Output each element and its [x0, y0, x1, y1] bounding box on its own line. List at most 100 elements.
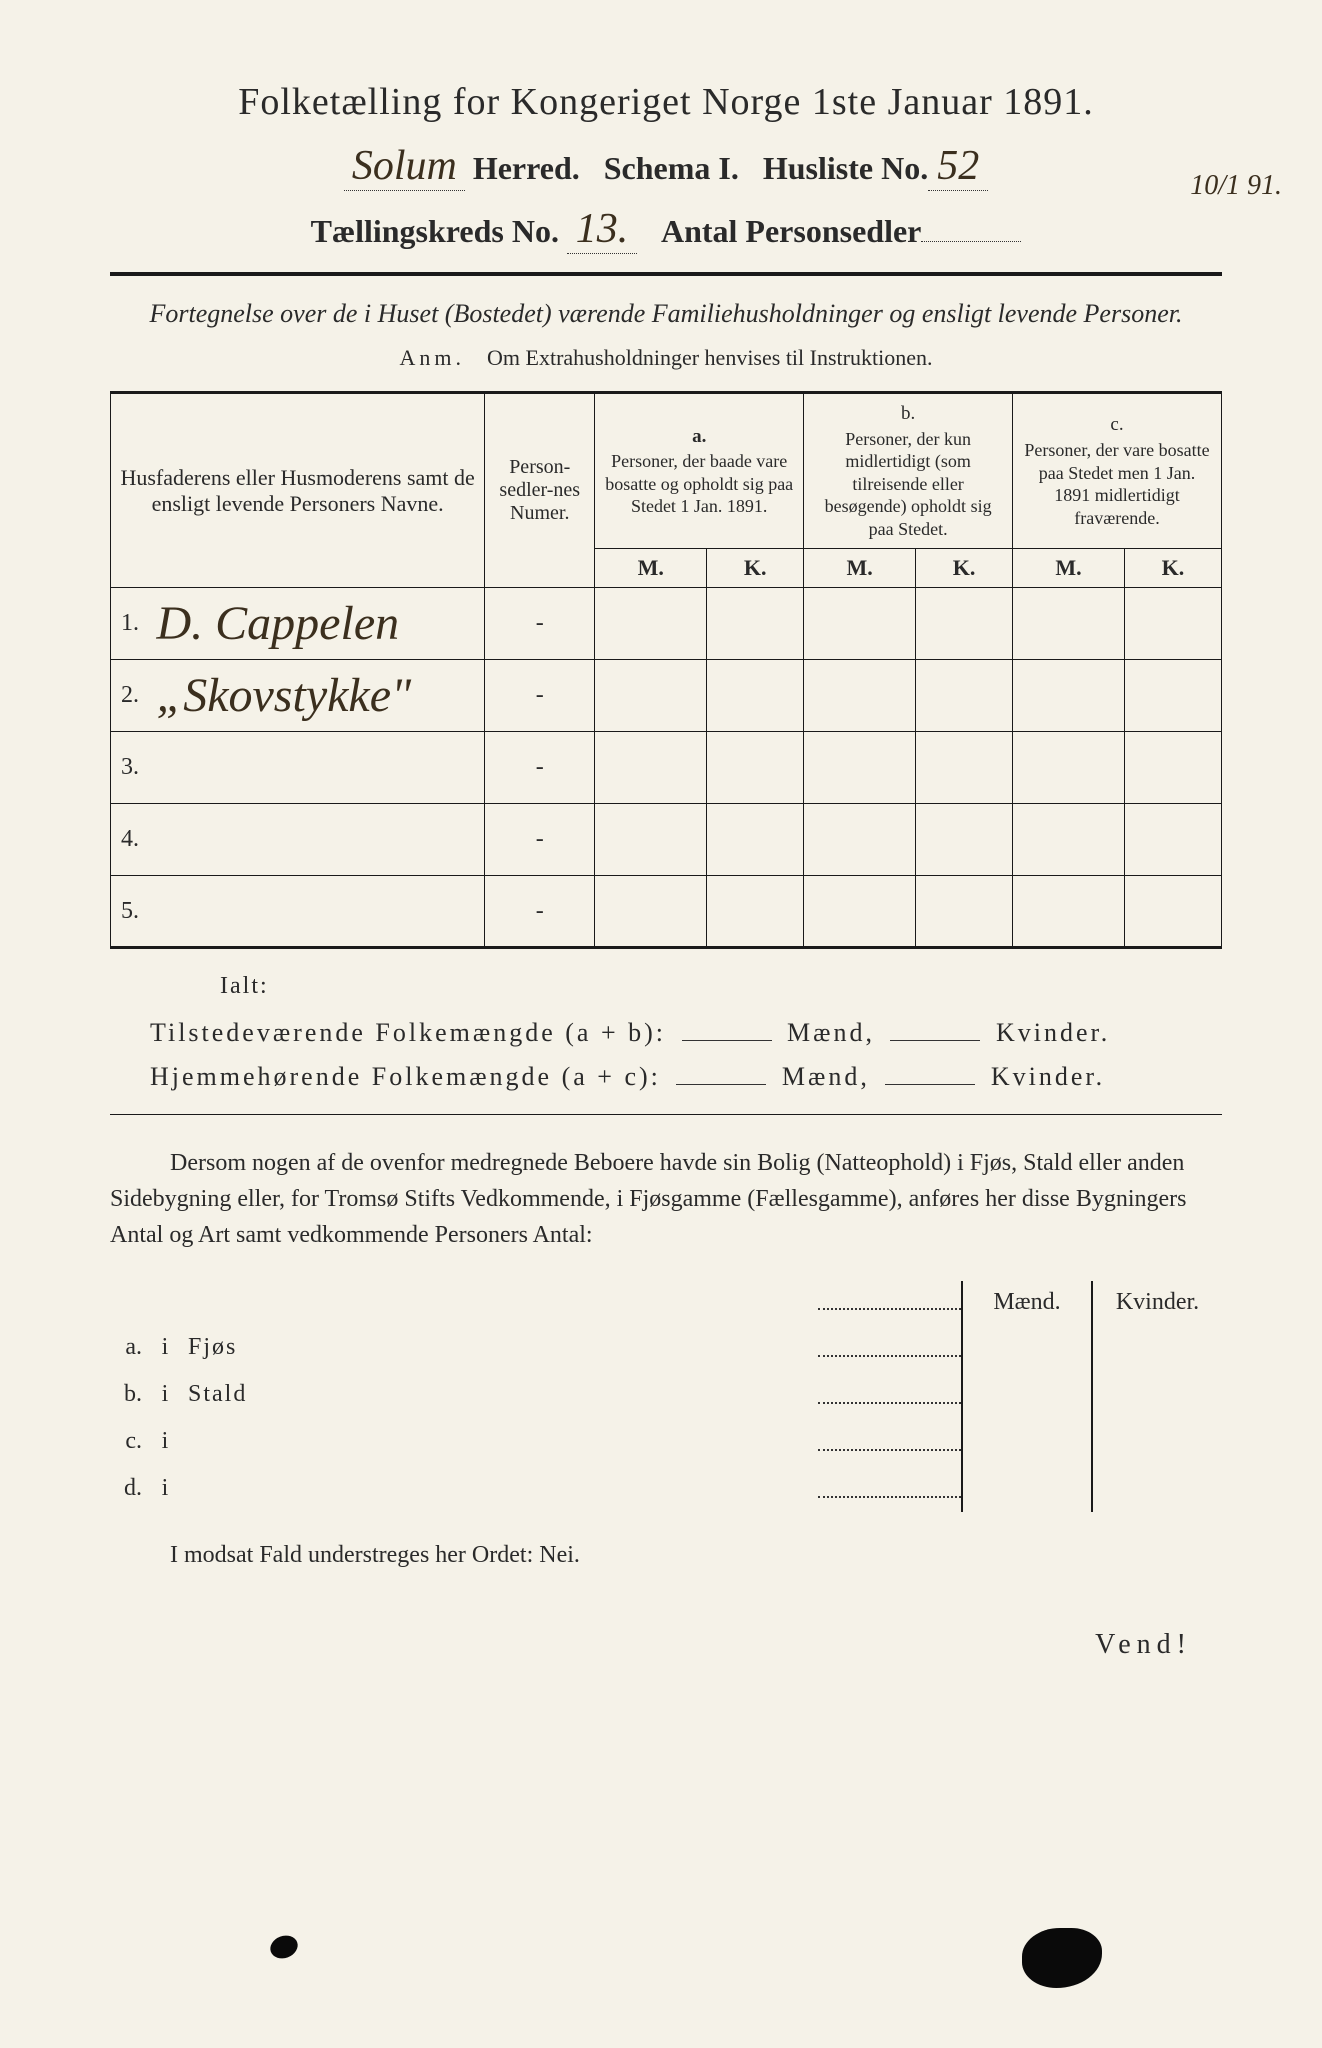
cell — [916, 588, 1013, 660]
outbuilding-row: d.i — [110, 1465, 1222, 1512]
col-a-m: M. — [595, 549, 707, 588]
cell — [1013, 804, 1125, 876]
kreds-label: Tællingskreds No. — [311, 213, 559, 250]
cell — [804, 876, 916, 948]
out-dots — [818, 1465, 962, 1512]
summary-resident: Hjemmehørende Folkemængde (a + c): Mænd,… — [150, 1062, 1222, 1092]
antal-label: Antal Personsedler — [661, 213, 921, 250]
out-i: i — [150, 1418, 180, 1465]
row-number: 3. — [111, 732, 151, 804]
row-name: „Skovstykke" — [151, 660, 485, 732]
ink-blot — [267, 1932, 301, 1962]
outbuildings-table: Mænd. Kvinder. a.iFjøsb.iStaldc.id.i — [110, 1281, 1222, 1512]
row-name — [151, 732, 485, 804]
col-names: Husfaderens eller Husmoderens samt de en… — [111, 393, 485, 588]
margin-date-note: 10/1 91. — [1190, 170, 1282, 202]
cell — [1124, 804, 1221, 876]
out-col-kvinder: Kvinder. — [1092, 1281, 1222, 1324]
row-numer: - — [485, 588, 595, 660]
col-c-k: K. — [1124, 549, 1221, 588]
out-type — [180, 1418, 818, 1465]
ialt-label: Ialt: — [220, 973, 1222, 1000]
table-row: 5. - — [111, 876, 1222, 948]
out-maend — [962, 1465, 1092, 1512]
out-kvinder — [1092, 1371, 1222, 1418]
subtitle: Fortegnelse over de i Huset (Bostedet) v… — [110, 296, 1222, 331]
row-number: 5. — [111, 876, 151, 948]
out-kvinder — [1092, 1418, 1222, 1465]
col-group-c: c. Personer, der vare bosatte paa Stedet… — [1013, 393, 1222, 549]
herred-label: Herred. — [473, 150, 580, 187]
nei-line: I modsat Fald understreges her Ordet: Ne… — [110, 1542, 1222, 1569]
col-group-b: b. Personer, der kun midlertidigt (som t… — [804, 393, 1013, 549]
out-dots — [818, 1371, 962, 1418]
herred-name: Solum — [344, 142, 465, 191]
outbuilding-paragraph: Dersom nogen af de ovenfor medregnede Be… — [110, 1145, 1222, 1253]
out-i: i — [150, 1465, 180, 1512]
cell — [1124, 732, 1221, 804]
cell — [804, 588, 916, 660]
col-group-a: a. Personer, der baade vare bosatte og o… — [595, 393, 804, 549]
cell — [595, 732, 707, 804]
col-c-m: M. — [1013, 549, 1125, 588]
cell — [707, 876, 804, 948]
cell — [595, 804, 707, 876]
document-title: Folketælling for Kongeriget Norge 1ste J… — [110, 80, 1222, 124]
cell — [595, 588, 707, 660]
out-i: i — [150, 1371, 180, 1418]
table-row: 4. - — [111, 804, 1222, 876]
col-b-k: K. — [916, 549, 1013, 588]
out-dots — [818, 1418, 962, 1465]
table-row: 3. - — [111, 732, 1222, 804]
row-name — [151, 876, 485, 948]
row-number: 2. — [111, 660, 151, 732]
cell — [1124, 660, 1221, 732]
cell — [707, 804, 804, 876]
rule-thick — [110, 272, 1222, 276]
anm-line: Anm. Om Extrahusholdninger henvises til … — [110, 345, 1222, 371]
antal-blank — [921, 220, 1021, 242]
col-a-k: K. — [707, 549, 804, 588]
cell — [916, 876, 1013, 948]
cell — [1013, 732, 1125, 804]
row-numer: - — [485, 876, 595, 948]
anm-text: Om Extrahusholdninger henvises til Instr… — [487, 345, 932, 370]
table-row: 1.D. Cappelen- — [111, 588, 1222, 660]
header-row-2: Tællingskreds No. 13. Antal Personsedler — [110, 205, 1222, 254]
cell — [916, 732, 1013, 804]
outbuilding-row: a.iFjøs — [110, 1324, 1222, 1371]
out-i: i — [150, 1324, 180, 1371]
vend-label: Vend! — [110, 1629, 1222, 1661]
summary-present: Tilstedeværende Folkemængde (a + b): Mæn… — [150, 1018, 1222, 1048]
row-number: 4. — [111, 804, 151, 876]
row-numer: - — [485, 732, 595, 804]
cell — [595, 876, 707, 948]
row-name — [151, 804, 485, 876]
out-label: d. — [110, 1465, 150, 1512]
out-dots — [818, 1324, 962, 1371]
out-col-maend: Mænd. — [962, 1281, 1092, 1324]
cell — [707, 660, 804, 732]
cell — [916, 804, 1013, 876]
rule-thin — [110, 1114, 1222, 1115]
row-numer: - — [485, 804, 595, 876]
husliste-label: Husliste No. — [763, 150, 928, 187]
row-number: 1. — [111, 588, 151, 660]
table-row: 2.„Skovstykke"- — [111, 660, 1222, 732]
out-type: Stald — [180, 1371, 818, 1418]
out-label: b. — [110, 1371, 150, 1418]
row-numer: - — [485, 660, 595, 732]
cell — [1013, 660, 1125, 732]
kreds-no: 13. — [567, 205, 637, 254]
out-kvinder — [1092, 1324, 1222, 1371]
outbuilding-row: c.i — [110, 1418, 1222, 1465]
col-numer: Person-sedler-nes Numer. — [485, 393, 595, 588]
out-label: a. — [110, 1324, 150, 1371]
cell — [804, 660, 916, 732]
out-type: Fjøs — [180, 1324, 818, 1371]
cell — [1013, 876, 1125, 948]
cell — [595, 660, 707, 732]
anm-label: Anm. — [400, 345, 466, 370]
cell — [1124, 876, 1221, 948]
col-b-m: M. — [804, 549, 916, 588]
